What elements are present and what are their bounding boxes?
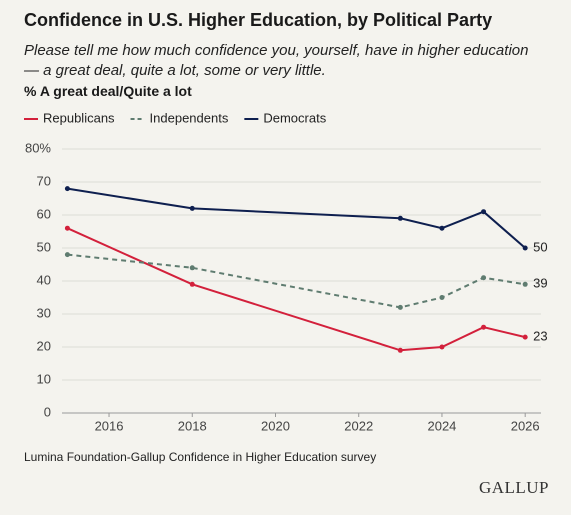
legend-label: Independents (150, 110, 229, 125)
x-tick-label: 2024 (427, 418, 456, 433)
data-point (397, 304, 403, 310)
logo: GALLUP (478, 478, 549, 497)
data-point (481, 275, 487, 281)
data-point (522, 245, 528, 251)
series-line (67, 227, 526, 352)
data-point (522, 281, 528, 287)
y-tick-label: 80% (25, 140, 51, 155)
data-point (397, 347, 403, 353)
data-point (64, 252, 70, 258)
legend-label: Republicans (43, 110, 115, 125)
data-point (64, 225, 70, 231)
y-tick-label: 0 (44, 404, 51, 419)
data-point (439, 344, 445, 350)
chart-title: Confidence in U.S. Higher Education, by … (24, 10, 493, 30)
y-axis-label: % A great deal/Quite a lot (24, 83, 192, 99)
source: Lumina Foundation-Gallup Confidence in H… (24, 450, 377, 464)
legend-label: Democrats (263, 110, 326, 125)
x-tick-label: 2026 (511, 418, 540, 433)
y-tick-label: 10 (37, 371, 51, 386)
data-point (189, 205, 195, 211)
chart-subtitle: Please tell me how much confidence you, … (24, 42, 529, 79)
y-tick-label: 40 (37, 272, 51, 287)
data-point (522, 334, 528, 340)
y-tick-label: 70 (37, 173, 51, 188)
data-point (189, 281, 195, 287)
data-point (439, 225, 445, 231)
x-tick-label: 2018 (178, 418, 207, 433)
y-tick-label: 30 (37, 305, 51, 320)
data-point (481, 209, 487, 215)
data-point (439, 295, 445, 300)
end-label: 23 (533, 329, 547, 344)
data-point (189, 265, 195, 271)
x-tick-label: 2020 (261, 418, 290, 433)
series-line (67, 187, 526, 249)
end-label: 50 (533, 239, 547, 254)
x-tick-label: 2022 (344, 418, 373, 433)
y-tick-label: 50 (37, 239, 51, 254)
series-line (67, 253, 526, 309)
end-label: 39 (533, 276, 547, 291)
x-tick-label: 2016 (95, 418, 124, 433)
chart: Republicans Independents Democrats 0 10 20 30 4… (24, 110, 548, 433)
y-tick-label: 20 (37, 338, 51, 353)
data-point (64, 186, 70, 192)
data-point (481, 324, 487, 330)
data-point (397, 215, 403, 221)
y-tick-label: 60 (37, 206, 51, 221)
